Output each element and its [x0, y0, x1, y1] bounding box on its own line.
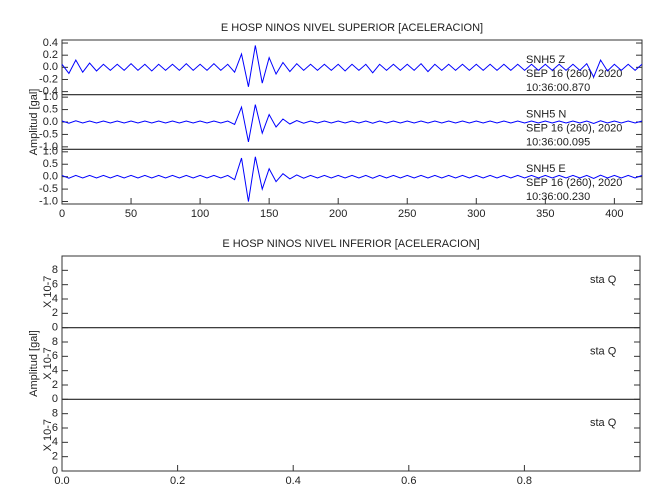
y-tick-label: 0.4	[43, 37, 58, 49]
y-tick-label: 6	[52, 350, 58, 362]
y-tick-label: -0.4	[39, 86, 58, 98]
trace-annotation: sta Q	[590, 417, 617, 429]
x-tick-label: 0.8	[517, 475, 532, 487]
y-tick-label: 0.5	[43, 103, 58, 115]
waveform	[61, 104, 643, 142]
y-tick-label: 0.2	[43, 49, 58, 61]
x-tick-label: 250	[398, 208, 416, 220]
waveform	[61, 156, 643, 202]
trace-annotation: SEP 16 (260), 2020	[526, 123, 622, 135]
x-tick-label: 300	[467, 208, 485, 220]
trace-annotation: SEP 16 (260), 2020	[526, 177, 622, 189]
y-tick-label: 0	[52, 393, 58, 405]
x-tick-label: 0.4	[286, 475, 301, 487]
y-tick-label: 1.0	[43, 91, 58, 103]
y-tick-label: 4	[52, 436, 58, 448]
y-tick-label: 0.0	[43, 171, 58, 183]
chart-title: E HOSP NINOS NIVEL INFERIOR [ACELERACION…	[222, 238, 479, 250]
trace-annotation: 10:36:00.095	[526, 137, 590, 149]
panel-frame	[61, 327, 641, 400]
y-tick-label: 4	[52, 365, 58, 377]
y-tick-label: 2	[52, 307, 58, 319]
panel-label: X 10-7	[42, 419, 54, 451]
y-axis-label: Amplitud [gal]	[28, 89, 40, 156]
y-tick-label: 6	[52, 422, 58, 434]
y-tick-label: -0.5	[39, 128, 58, 140]
y-tick-label: 0	[52, 465, 58, 477]
panel-frame	[61, 398, 641, 472]
y-tick-label: 0.0	[43, 116, 58, 128]
x-tick-label: 0.6	[401, 475, 416, 487]
y-tick-label: -0.2	[39, 73, 58, 85]
y-tick-label: -1.0	[39, 195, 58, 207]
x-tick-label: 150	[260, 208, 278, 220]
y-tick-label: 0.5	[43, 158, 58, 170]
y-tick-label: 0.0	[43, 61, 58, 73]
waveform	[61, 45, 643, 87]
trace-annotation: SNH5 N	[526, 109, 566, 121]
trace-annotation: SNH5 E	[526, 163, 566, 175]
y-tick-label: 4	[52, 293, 58, 305]
panel-frame	[61, 255, 641, 329]
x-tick-label: 200	[329, 208, 347, 220]
y-axis-label: Amplitud [gal]	[28, 330, 40, 397]
trace-annotation: sta Q	[590, 346, 617, 358]
x-tick-label: 350	[536, 208, 554, 220]
trace-annotation: 10:36:00.870	[526, 82, 590, 94]
y-tick-label: 8	[52, 408, 58, 420]
y-tick-label: -1.0	[39, 141, 58, 153]
x-tick-label: 50	[125, 208, 137, 220]
x-tick-label: 0.2	[170, 475, 185, 487]
x-tick-label: 400	[605, 208, 623, 220]
trace-annotation: SNH5 Z	[526, 54, 565, 66]
y-tick-label: 8	[52, 336, 58, 348]
x-tick-label: 0.0	[54, 475, 69, 487]
y-tick-label: -0.5	[39, 183, 58, 195]
y-tick-label: 6	[52, 279, 58, 291]
panel-label: X 10-7	[42, 347, 54, 379]
trace-annotation: sta Q	[590, 274, 617, 286]
y-tick-label: 1.0	[43, 146, 58, 158]
y-tick-label: 2	[52, 451, 58, 463]
x-tick-label: 0	[59, 208, 65, 220]
y-tick-label: 2	[52, 379, 58, 391]
chart-title: E HOSP NINOS NIVEL SUPERIOR [ACELERACION…	[221, 22, 483, 34]
y-tick-label: 0	[52, 322, 58, 334]
y-tick-label: 8	[52, 264, 58, 276]
trace-annotation: SEP 16 (260), 2020	[526, 68, 622, 80]
x-tick-label: 100	[191, 208, 209, 220]
panel-label: X 10-7	[42, 276, 54, 308]
trace-annotation: 10:36:00.230	[526, 191, 590, 203]
